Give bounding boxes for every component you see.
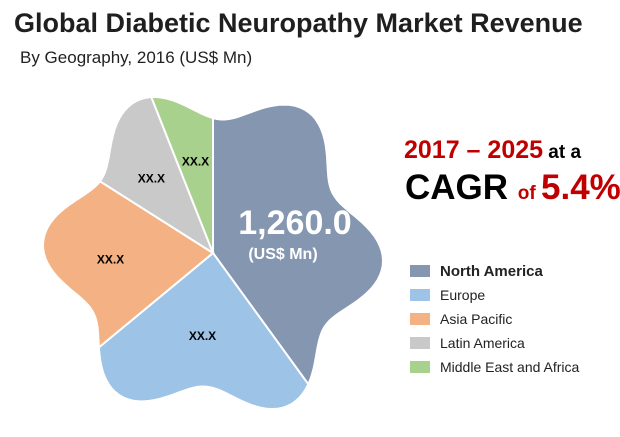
chart-legend: North America Europe Asia Pacific Latin Ame…: [410, 259, 579, 379]
cagr-years-text: 2017 – 2025: [404, 136, 544, 164]
legend-label: Latin America: [440, 335, 525, 351]
legend-item: North America: [410, 259, 579, 283]
cagr-period: 2017 – 2025 at a: [404, 136, 581, 165]
cagr-at-a-text: at a: [543, 142, 582, 163]
slice-label-latin-america: XX.X: [138, 172, 165, 186]
cagr-statement: CAGR of 5.4%: [405, 168, 620, 208]
slice-label-middle-east-and-africa: XX.X: [182, 154, 209, 168]
legend-label: Middle East and Africa: [440, 359, 580, 375]
slice-label-north-america: 1,260.0: [238, 204, 351, 242]
pie-slice-europe: [97, 251, 310, 411]
slice-label-europe: XX.X: [189, 329, 216, 343]
slice-unit-label: (US$ Mn): [248, 246, 317, 263]
cagr-of-text: of: [517, 183, 541, 204]
legend-item: Latin America: [410, 331, 579, 355]
legend-label: North America: [440, 262, 543, 280]
legend-swatch: [410, 361, 430, 373]
legend-item: Middle East and Africa: [410, 355, 579, 379]
legend-swatch: [410, 265, 430, 277]
legend-swatch: [410, 337, 430, 349]
slice-label-asia-pacific: XX.X: [97, 252, 124, 266]
pie-slice-asia-pacific: [41, 179, 215, 350]
legend-item: Europe: [410, 283, 579, 307]
cagr-word: CAGR: [405, 168, 518, 207]
legend-label: Asia Pacific: [440, 311, 513, 327]
pie-slice-latin-america: [98, 95, 216, 256]
legend-label: Europe: [440, 287, 486, 303]
pie-slice-north-america: [212, 103, 385, 387]
legend-item: Asia Pacific: [410, 307, 579, 331]
pie-slice-middle-east-and-africa: [149, 96, 214, 254]
chart-subtitle: By Geography, 2016 (US$ Mn): [20, 48, 253, 67]
legend-swatch: [410, 289, 430, 301]
legend-swatch: [410, 313, 430, 325]
cagr-value: 5.4%: [541, 168, 620, 207]
chart-title: Global Diabetic Neuropathy Market Revenu…: [14, 8, 583, 38]
